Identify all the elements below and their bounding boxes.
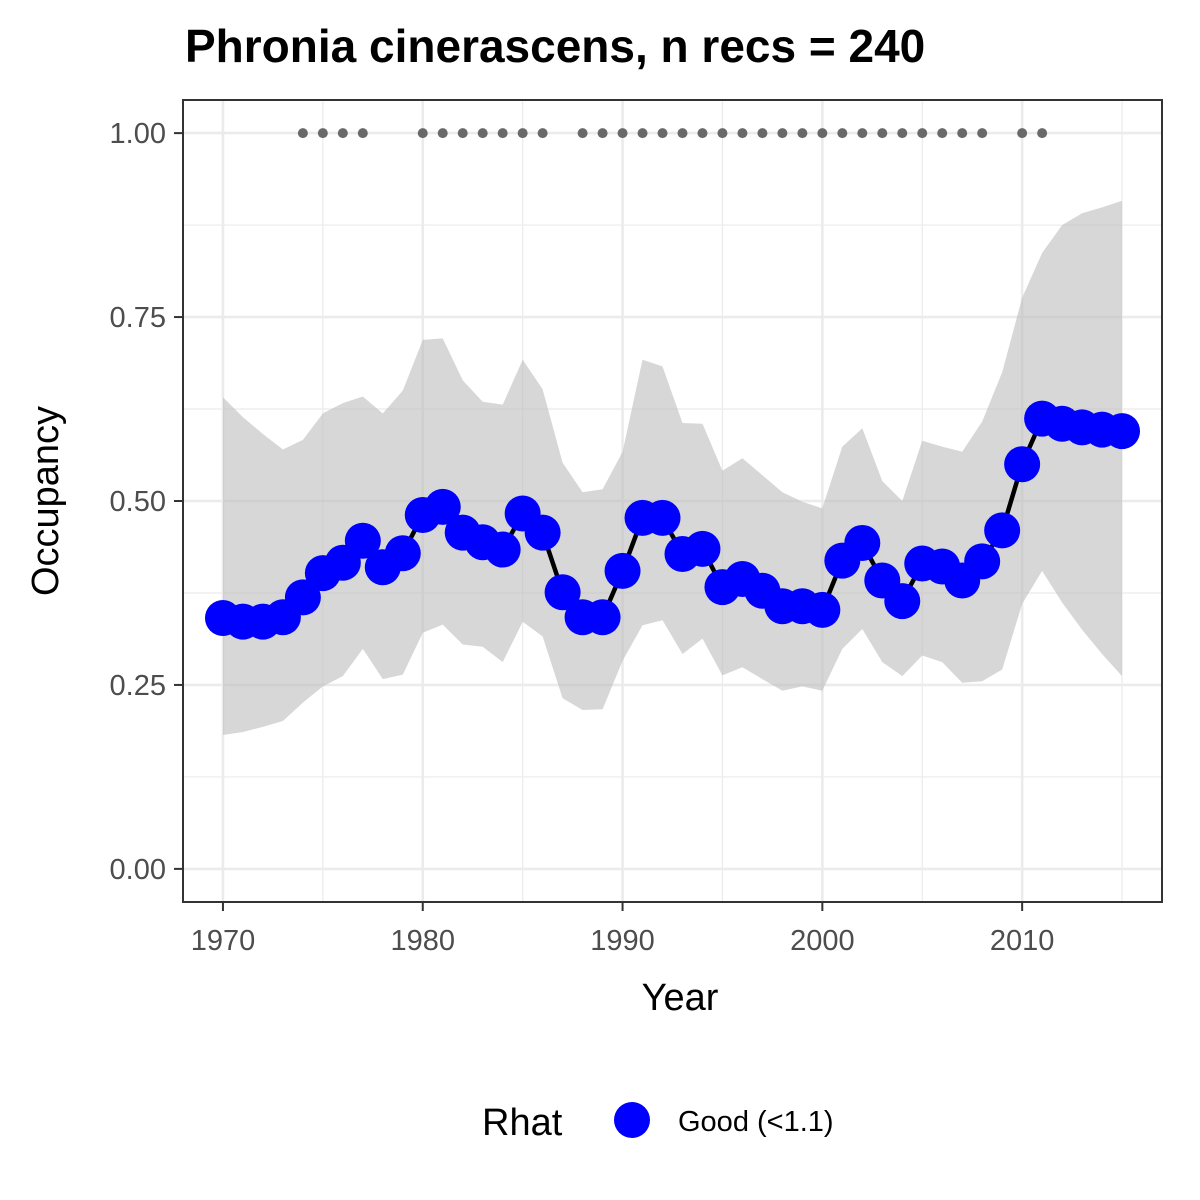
record-dot-2008 (977, 128, 988, 139)
point-2008 (964, 543, 1001, 580)
point-1979 (384, 535, 421, 572)
point-2015 (1104, 413, 1141, 450)
y-tick-label-3: 0.75 (110, 302, 166, 334)
point-2004 (884, 583, 921, 620)
record-dot-2004 (897, 128, 908, 139)
record-dot-1997 (757, 128, 768, 139)
legend-key-good (614, 1102, 650, 1138)
chart-title: Phronia cinerascens, n recs = 240 (185, 20, 925, 72)
point-1977 (344, 522, 381, 559)
record-dot-1983 (477, 128, 488, 139)
legend: Rhat Good (<1.1) (482, 1102, 834, 1144)
record-dot-1994 (697, 128, 708, 139)
x-tick-label-0: 1970 (191, 925, 256, 957)
record-dot-2003 (877, 128, 888, 139)
record-years (297, 128, 1048, 139)
record-dot-1992 (657, 128, 668, 139)
record-dot-1976 (337, 128, 348, 139)
point-1992 (644, 499, 681, 536)
record-dot-1984 (497, 128, 508, 139)
record-dot-1995 (717, 128, 728, 139)
record-dot-1996 (737, 128, 748, 139)
record-dot-2001 (837, 128, 848, 139)
point-1974 (284, 579, 321, 616)
point-2000 (804, 591, 841, 628)
record-dot-1981 (437, 128, 448, 139)
record-dot-2000 (817, 128, 828, 139)
point-1994 (684, 530, 721, 567)
record-dot-1977 (357, 128, 368, 139)
record-dot-2007 (957, 128, 968, 139)
y-tick-label-0: 0.00 (110, 854, 166, 886)
point-1981 (424, 488, 461, 525)
record-dot-1991 (637, 128, 648, 139)
occupancy-points (204, 400, 1141, 640)
point-2010 (1004, 446, 1041, 483)
x-axis-title: Year (642, 977, 719, 1019)
axes: 0.00 0.25 0.50 0.75 1.00 1970 1980 1990 2000 2010 (110, 118, 1055, 957)
point-1984 (484, 531, 521, 568)
x-tick-label-3: 2000 (790, 925, 855, 957)
point-2009 (984, 512, 1021, 549)
record-dot-1988 (577, 128, 588, 139)
point-1990 (604, 552, 641, 589)
y-tick-label-1: 0.25 (110, 670, 166, 702)
legend-title: Rhat (482, 1102, 563, 1144)
point-1989 (584, 599, 621, 636)
point-1986 (524, 514, 561, 551)
record-dot-1986 (537, 128, 548, 139)
y-tick-label-4: 1.00 (110, 118, 166, 150)
x-tick-label-1: 1980 (390, 925, 455, 957)
record-dot-1982 (457, 128, 468, 139)
record-dot-1990 (617, 128, 628, 139)
record-dot-2010 (1017, 128, 1028, 139)
record-dot-1999 (797, 128, 808, 139)
record-dot-2006 (937, 128, 948, 139)
record-dot-2002 (857, 128, 868, 139)
record-dot-1980 (417, 128, 428, 139)
point-2002 (844, 524, 881, 561)
record-dot-1974 (297, 128, 308, 139)
record-dot-1975 (317, 128, 328, 139)
record-dot-2011 (1037, 128, 1048, 139)
legend-label-good: Good (<1.1) (678, 1106, 834, 1138)
record-dot-2005 (917, 128, 928, 139)
record-dot-1993 (677, 128, 688, 139)
x-tick-label-2: 1990 (590, 925, 655, 957)
record-dot-1989 (597, 128, 608, 139)
point-1987 (544, 574, 581, 611)
x-tick-label-4: 2010 (990, 925, 1055, 957)
y-tick-label-2: 0.50 (110, 486, 166, 518)
record-dot-1998 (777, 128, 788, 139)
y-axis-title: Occupancy (25, 406, 67, 596)
record-dot-1985 (517, 128, 528, 139)
